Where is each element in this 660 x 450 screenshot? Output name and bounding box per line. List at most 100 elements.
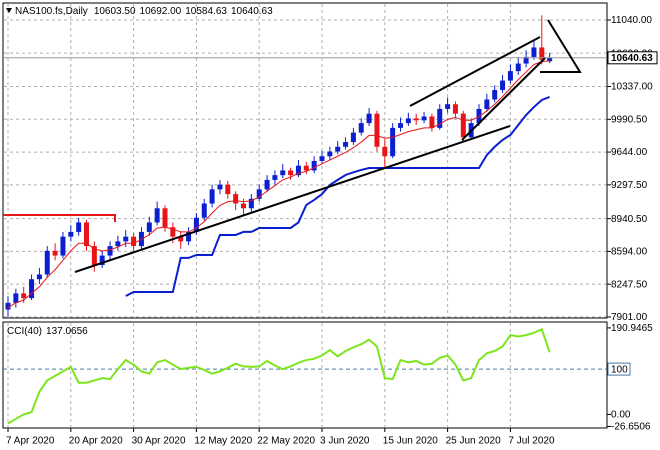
candle-body [107, 246, 113, 256]
candle-body [421, 116, 427, 121]
candle-body [390, 127, 396, 157]
candle-body [350, 132, 356, 143]
y-tick-label: 11040.00 [611, 15, 652, 26]
indicator-line [7, 60, 550, 309]
candle-body [452, 104, 458, 114]
candle-body [91, 246, 97, 266]
candle-body [280, 170, 286, 176]
candle-body [288, 170, 294, 176]
marks: 7 Apr 2020 20 Apr 2020 30 Apr 2020 12 May 2… [3, 4, 653, 447]
x-tick-label: 15 Jun 2020 [383, 436, 438, 447]
candle-body [343, 142, 349, 147]
candle-body [178, 236, 184, 242]
candle-body [515, 63, 521, 72]
y-tick-label: 9297.50 [611, 180, 648, 191]
cci-title: CCI(40) 137.0656 [7, 326, 88, 337]
candle-body [413, 118, 419, 121]
candle-body [29, 279, 35, 299]
x-tick-label: 3 Jun 2020 [320, 436, 370, 447]
x-tick-label: 22 May 2020 [257, 436, 315, 447]
candle-body [523, 56, 529, 64]
last-low: 10584.63 [185, 6, 227, 17]
cci-panel [2, 321, 608, 429]
y-tick-label: 9644.00 [611, 147, 648, 158]
candle-body [484, 99, 490, 109]
candle-body [507, 71, 513, 81]
y-tick-label: 190.9465 [611, 323, 653, 334]
candle-body [429, 116, 435, 128]
candle-body [225, 184, 231, 195]
y-tick-label: 8247.50 [611, 279, 648, 290]
indicator-line [125, 95, 551, 297]
candle-body [84, 222, 89, 247]
candle-body [60, 236, 66, 256]
y-tick-label: -26.6506 [611, 422, 651, 433]
candle-body [311, 160, 317, 171]
candle-body [154, 208, 160, 223]
candle-body [405, 118, 411, 124]
candle-body [295, 165, 301, 176]
channel-lower [461, 57, 546, 141]
candle-body [445, 104, 451, 109]
y-tick-label: 8940.50 [611, 214, 648, 225]
candle-body [44, 250, 50, 275]
candle-body [99, 255, 105, 266]
candle-body [492, 90, 498, 100]
x-tick-label: 7 Jul 2020 [508, 436, 555, 447]
candle-body [170, 227, 176, 237]
price-tag [607, 51, 658, 65]
collapse-icon [6, 8, 12, 13]
y-tick-label: 0.00 [611, 410, 631, 421]
candle-body [264, 179, 270, 190]
candle-body [460, 113, 466, 138]
resistance-line [3, 214, 116, 222]
indicator-line [7, 327, 551, 425]
last-open: 10603.50 [94, 6, 136, 17]
overlay: NAS100.fs,Daily 10603.50 10692.00 10584.63 1… [3, 6, 658, 376]
y-tick-label: 100 [611, 364, 628, 375]
channel-upper [409, 36, 541, 107]
y-tick-label: 10337.00 [611, 82, 653, 93]
candle-body [398, 123, 403, 128]
candle-body [186, 231, 192, 242]
candle-body [201, 203, 207, 218]
price-tag-label: 10640.63 [611, 53, 653, 64]
candle-body [500, 80, 506, 91]
target-triangle [540, 19, 582, 73]
candle-body [248, 198, 254, 209]
x-tick-label: 12 May 2020 [194, 436, 252, 447]
x-tick-label: 25 Jun 2020 [446, 436, 501, 447]
candle-body [539, 47, 545, 60]
candle-body [374, 113, 380, 147]
candle-body [162, 208, 168, 228]
candle-body [115, 241, 121, 247]
candle-body [13, 293, 19, 303]
x-tick-label: 30 Apr 2020 [132, 436, 186, 447]
candle-body [303, 165, 309, 171]
candle-body [21, 293, 27, 299]
candle-body [193, 217, 199, 232]
y-tick-label: 8594.00 [611, 247, 648, 258]
last-close: 10640.63 [231, 6, 273, 17]
candle-body [437, 108, 443, 128]
indicator-value: 137.0656 [46, 326, 88, 337]
candle-body [52, 250, 58, 256]
candle-body [547, 57, 553, 62]
candle-body [209, 189, 215, 204]
last-high: 10692.00 [140, 6, 182, 17]
candle-body [366, 113, 372, 124]
candle-body [233, 194, 239, 204]
candle-body [327, 151, 333, 157]
candle-body [531, 47, 537, 57]
candle-body [358, 123, 364, 133]
candle-body [123, 236, 129, 242]
chart-title: NAS100.fs,Daily 10603.50 10692.00 10584.63 1… [15, 6, 273, 17]
candle-body [217, 184, 223, 190]
level-tag [607, 362, 631, 376]
candle-body [36, 274, 42, 280]
y-tick-label: 7901.00 [611, 312, 648, 323]
x-tick-label: 7 Apr 2020 [6, 436, 55, 447]
candle-body [272, 175, 278, 180]
candle-body [5, 302, 11, 310]
candle-body [131, 236, 137, 247]
